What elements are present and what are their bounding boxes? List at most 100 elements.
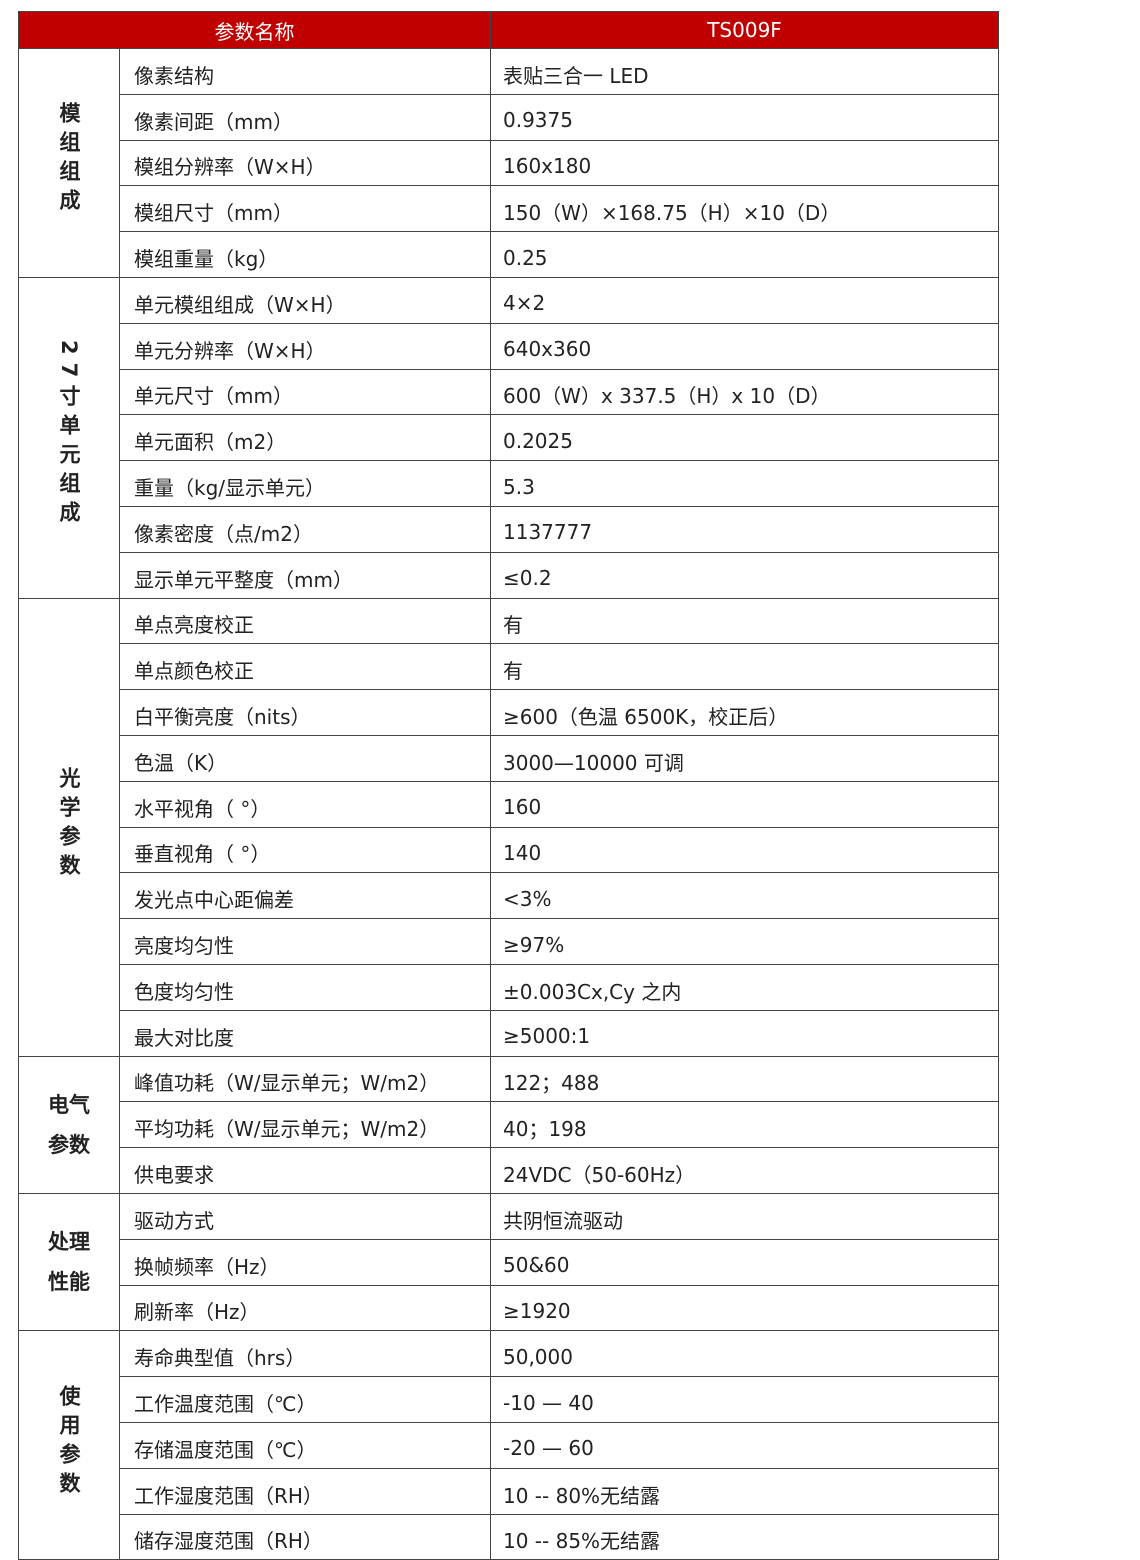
param-name: 亮度均匀性: [119, 918, 491, 965]
table-row: 供电要求 24VDC（50-60Hz）: [19, 1147, 999, 1194]
table-row: 垂直视角（ °） 140: [19, 826, 999, 874]
param-value: 0.25: [490, 231, 999, 278]
param-name: 发光点中心距偏差: [119, 872, 491, 920]
param-value: 150（W）×168.75（H）×10（D）: [490, 185, 999, 233]
group-label: 光学参数: [57, 766, 81, 883]
param-value: ≥5000:1: [490, 1009, 999, 1057]
param-value: 共阴恒流驱动: [490, 1192, 999, 1240]
header-model: TS009F: [490, 11, 999, 49]
param-value: 50&60: [490, 1238, 999, 1286]
param-value: 5.3: [490, 460, 999, 507]
table-row: 像素间距（mm） 0.9375: [19, 93, 999, 141]
param-value: 140: [490, 826, 999, 874]
table-row: 白平衡亮度（nits） ≥600（色温 6500K，校正后）: [19, 689, 999, 736]
group-label: 处理性能: [47, 1230, 90, 1295]
table-row: 水平视角（ °） 160: [19, 780, 999, 828]
table-row: 处理性能 驱动方式 共阴恒流驱动: [18, 1192, 999, 1332]
param-name: 工作温度范围（℃）: [119, 1376, 491, 1423]
header-row: 参数名称 TS009F: [18, 11, 999, 49]
table-row: 单点颜色校正有: [19, 643, 999, 691]
param-value: 表贴三合一 LED: [490, 48, 999, 95]
param-name: 存储温度范围（℃）: [119, 1421, 491, 1469]
param-name: 模组分辨率（W×H）: [119, 139, 491, 187]
param-value: ±0.003Cx,Cy 之内: [490, 963, 999, 1011]
param-value: 10 -- 80%无结露: [490, 1467, 999, 1515]
param-value: 有: [490, 597, 999, 645]
param-name: 水平视角（ °）: [119, 780, 491, 828]
group-label-cell: 27寸单元组成: [18, 276, 120, 599]
param-name: 色温（K）: [119, 734, 491, 782]
table-row: 亮度均匀性 ≥97%: [19, 918, 999, 965]
table-row: 储存湿度范围（RH） 10 -- 85%无结露: [19, 1513, 999, 1560]
table-row: 电气参数 峰值功耗（W/显示单元；W/m2） 122；488: [18, 1055, 999, 1194]
param-name: 换帧频率（Hz）: [119, 1238, 491, 1286]
param-name: 单点颜色校正: [119, 643, 491, 691]
param-name: 单点亮度校正: [119, 597, 491, 645]
param-name: 供电要求: [119, 1147, 491, 1194]
table-row: 发光点中心距偏差 <3%: [19, 872, 999, 920]
param-name: 储存湿度范围（RH）: [119, 1513, 491, 1560]
group-label-cell: 模组组成: [18, 48, 120, 278]
param-value: 0.9375: [490, 93, 999, 141]
param-value: 160x180: [490, 139, 999, 187]
param-value: 有: [490, 643, 999, 691]
table-row: 单元分辨率（W×H） 640x360: [19, 322, 999, 370]
table-row: 单元面积（m2） 0.2025: [19, 414, 999, 462]
table-row: 换帧频率（Hz） 50&60: [19, 1238, 999, 1286]
param-name: 平均功耗（W/显示单元；W/m2）: [119, 1101, 491, 1149]
param-value: 4×2: [490, 276, 999, 324]
param-name: 显示单元平整度（mm）: [119, 551, 491, 599]
param-value: ≥1920: [490, 1284, 999, 1332]
table-row: 使用参数 寿命典型值（hrs） 50,000: [18, 1330, 999, 1560]
param-value: 24VDC（50-60Hz）: [490, 1147, 999, 1194]
group-label-cell: 光学参数: [18, 597, 120, 1057]
table-row: 色温（K） 3000—10000 可调: [19, 734, 999, 782]
param-value: 40；198: [490, 1101, 999, 1149]
param-name: 最大对比度: [119, 1009, 491, 1057]
param-name: 像素结构: [119, 48, 491, 95]
group-label: 27寸单元组成: [57, 340, 81, 531]
table-row: 平均功耗（W/显示单元；W/m2） 40；198: [19, 1101, 999, 1149]
table-row: 模组组成 像素结构 表贴三合一 LED: [18, 48, 999, 278]
param-name: 单元面积（m2）: [119, 414, 491, 462]
table-row: 最大对比度 ≥5000:1: [19, 1009, 999, 1057]
table-row: 27寸单元组成 单元模组组成（W×H） 4×2: [18, 276, 999, 599]
table-row: 光学参数 单点亮度校正有: [18, 597, 999, 1057]
param-value: 50,000: [490, 1330, 999, 1378]
group-label: 模组组成: [57, 102, 81, 219]
param-value: 1137777: [490, 505, 999, 553]
table-row: 单元尺寸（mm） 600（W）x 337.5（H）x 10（D）: [19, 368, 999, 416]
param-name: 模组尺寸（mm）: [119, 185, 491, 233]
group-label-cell: 处理性能: [18, 1192, 120, 1332]
table-row: 模组尺寸（mm） 150（W）×168.75（H）×10（D）: [19, 185, 999, 233]
param-value: ≥600（色温 6500K，校正后）: [490, 689, 999, 736]
param-name: 单元尺寸（mm）: [119, 368, 491, 416]
param-value: <3%: [490, 872, 999, 920]
param-name: 模组重量（kg）: [119, 231, 491, 278]
table-row: 存储温度范围（℃） -20 — 60: [19, 1421, 999, 1469]
param-value: ≤0.2: [490, 551, 999, 599]
param-value: ≥97%: [490, 918, 999, 965]
table-row: 工作温度范围（℃） -10 — 40: [19, 1376, 999, 1423]
param-name: 色度均匀性: [119, 963, 491, 1011]
param-value: 3000—10000 可调: [490, 734, 999, 782]
table-row: 像素密度（点/m2） 1137777: [19, 505, 999, 553]
group-label-cell: 电气参数: [18, 1055, 120, 1194]
table-row: 工作湿度范围（RH） 10 -- 80%无结露: [19, 1467, 999, 1515]
param-name: 工作湿度范围（RH）: [119, 1467, 491, 1515]
table-row: 重量（kg/显示单元） 5.3: [19, 460, 999, 507]
table-row: 刷新率（Hz） ≥1920: [19, 1284, 999, 1332]
param-name: 像素间距（mm）: [119, 93, 491, 141]
param-value: 0.2025: [490, 414, 999, 462]
group-label-cell: 使用参数: [18, 1330, 120, 1560]
param-name: 垂直视角（ °）: [119, 826, 491, 874]
param-value: 122；488: [490, 1055, 999, 1103]
param-name: 驱动方式: [119, 1192, 491, 1240]
spec-table: 参数名称 TS009F 模组组成 像素结构 表贴三合一 LED 像素间距（mm） 0.9…: [18, 11, 999, 1560]
param-name: 单元模组组成（W×H）: [119, 276, 491, 324]
param-value: 600（W）x 337.5（H）x 10（D）: [490, 368, 999, 416]
param-value: 640x360: [490, 322, 999, 370]
param-name: 单元分辨率（W×H）: [119, 322, 491, 370]
param-name: 白平衡亮度（nits）: [119, 689, 491, 736]
param-value: 10 -- 85%无结露: [490, 1513, 999, 1560]
